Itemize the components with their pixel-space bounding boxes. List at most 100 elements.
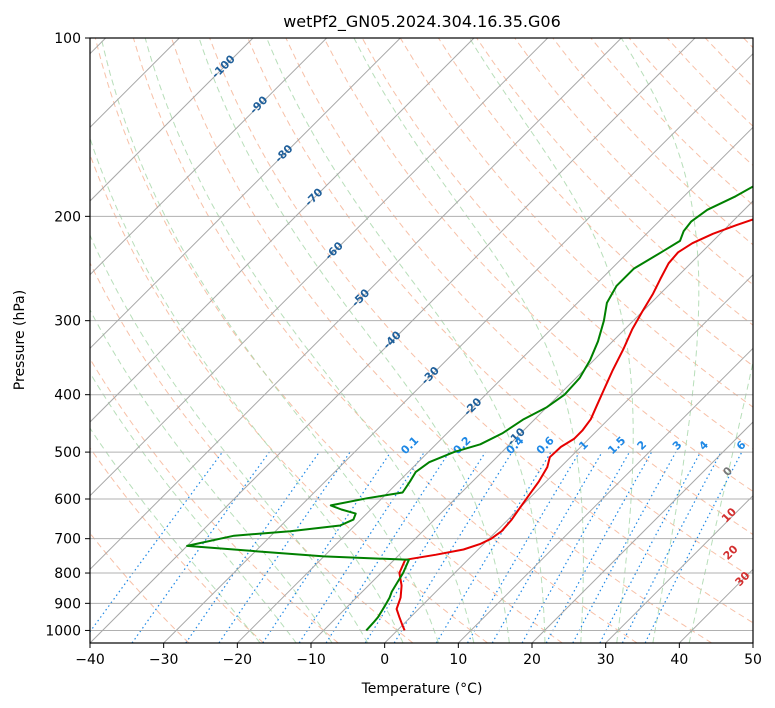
x-tick-label: 30 [597,652,615,668]
isotherm-label: -70 [302,185,325,208]
isotherm-line [236,126,753,643]
mixing-ratio-line [262,451,392,643]
mixing-ratio-line [298,451,425,643]
mixing-ratio-label: 6 [734,438,749,453]
moist-adiabat [353,38,584,643]
moist-adiabat [100,38,439,643]
moist-adiabat [90,309,333,643]
mixing-ratio-line [572,451,677,643]
y-tick-label: 100 [54,31,81,47]
mixing-ratio-line [466,451,580,643]
isotherm-line [90,38,401,350]
x-tick-label: 10 [449,652,467,668]
x-axis-label: Temperature (°C) [361,681,483,697]
dry-adiabat [132,38,638,643]
y-tick-label: 500 [54,445,81,461]
x-tick-label: −40 [75,652,105,668]
mixing-ratio-line [218,451,351,643]
moist-adiabat [144,38,475,643]
y-tick-label: 400 [54,388,81,404]
dry-adiabat [209,38,753,624]
dry-adiabat [90,357,339,643]
moist-adiabat [620,38,700,643]
x-tick-label: 50 [744,652,762,668]
x-tick-label: 40 [670,652,688,668]
mixing-ratio-label: 0.2 [451,434,474,457]
x-tick-label: −10 [296,652,326,668]
isotherm-line [90,38,622,571]
y-axis-label: Pressure (hPa) [12,290,28,390]
x-tick-label: −30 [149,652,179,668]
isotherm-label: -40 [381,328,404,351]
x-tick-label: 0 [380,652,389,668]
moist-adiabat [90,427,261,643]
dry-adiabat [476,38,753,326]
chart-title: wetPf2_GN05.2024.304.16.35.G06 [283,12,561,32]
isotherm-line [90,38,328,276]
mixing-ratio-label: 1.5 [605,434,628,457]
y-tick-label: 800 [54,566,81,582]
isotherm-line [605,494,753,643]
isotherm-line [90,38,475,423]
temperature-line [395,218,753,631]
mixing-ratio-label: 4 [696,438,711,453]
moist-adiabat [688,359,753,643]
isotherm-line [384,273,753,643]
isotherm-label: -100 [209,52,238,81]
moist-adiabat-label: 0 [720,464,735,479]
dry-adiabat [514,38,753,286]
y-tick-label: 700 [54,532,81,548]
sounding-traces [186,185,753,632]
y-tick-label: 1000 [45,623,81,639]
isotherm-line [752,642,753,643]
isotherm-line [531,421,753,643]
dry-adiabat [171,38,712,643]
y-tick-label: 300 [54,314,81,330]
mixing-ratio-label: 0.1 [398,434,421,457]
moist-adiabat-label: 30 [733,569,753,589]
isotherm-line [310,200,753,643]
moist-adiabat-label: 40 [754,590,774,610]
background-lines [90,38,753,643]
isotherm-line [457,347,753,643]
mixing-ratio-line [393,451,513,643]
moist-adiabat [90,136,404,643]
dry-adiabat [323,38,753,492]
plot-frame [89,37,754,644]
dry-adiabat [285,38,753,536]
x-axis: −40 −30 −20 −10 0 10 20 30 40 50 [75,643,762,668]
dry-adiabat [247,38,753,579]
isotherm-line [90,38,696,643]
moist-adiabat [90,371,297,643]
dry-adiabat [552,38,753,246]
mixing-ratio-label: 8 [761,438,775,453]
mixing-ratio-line [545,451,653,643]
dry-adiabat [90,261,414,643]
mixing-ratio-line [325,451,450,643]
mixing-ratio-label: 1 [576,438,591,453]
moist-adiabat [266,38,546,643]
dry-adiabat [743,38,753,49]
isotherm-line [90,38,549,497]
dewpoint-line [186,185,753,632]
dry-adiabat [90,447,264,643]
y-tick-label: 900 [54,596,81,612]
moist-adiabat [469,38,634,643]
x-tick-label: −20 [223,652,253,668]
mixing-ratio-line [364,451,486,643]
moist-adiabat [198,38,510,643]
y-axis: 100 200 300 400 500 600 700 800 900 1000 [45,31,90,639]
dry-adiabat [94,38,563,643]
dry-adiabat [590,38,753,206]
mixing-ratio-line [599,451,702,643]
grid-lines [90,38,753,631]
dry-adiabat [90,532,190,643]
moist-adiabat [90,233,369,643]
mixing-ratio-label: 3 [670,438,685,453]
moist-adiabat-label: 10 [719,505,739,525]
isotherm-line [90,38,254,202]
isotherm-line [163,52,753,643]
y-tick-label: 600 [54,492,81,508]
x-tick-label: 20 [523,652,541,668]
